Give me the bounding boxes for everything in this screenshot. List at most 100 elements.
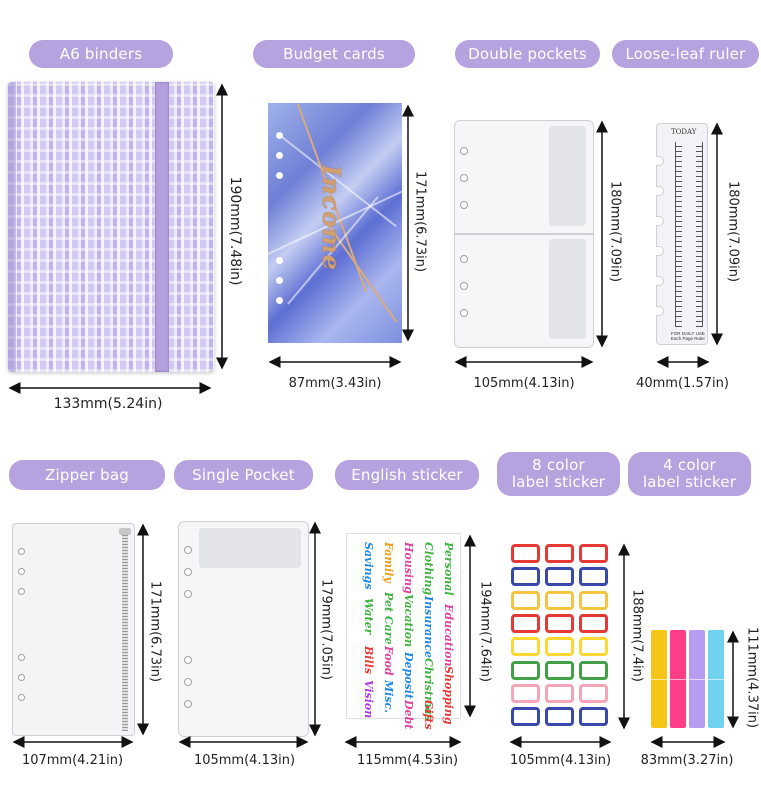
punch-hole	[460, 201, 468, 209]
color-tab-strip	[670, 630, 686, 728]
label-sticker-tab	[511, 683, 540, 703]
title-8-color-line1: 8 color	[532, 456, 585, 474]
color-tab-strip	[689, 630, 705, 728]
zipper-pull	[119, 528, 131, 535]
loose-leaf-ruler-image: TODAY FOR DAILY USE Each Page Ruler	[656, 123, 708, 345]
dim-4color-width: 83mm(3.27in)	[640, 753, 734, 768]
label-sticker-tab	[511, 613, 540, 633]
dim-8color-height: 188mm(7.4in)	[629, 589, 645, 682]
label-sticker-tab	[511, 660, 540, 680]
punch-hole	[276, 277, 283, 284]
dim-zipper-width: 107mm(4.21in)	[21, 753, 124, 768]
ruler-scale	[675, 142, 703, 327]
ruler-today-text: TODAY	[671, 128, 697, 136]
dim-binder-width: 133mm(5.24in)	[53, 396, 163, 412]
label-sticker-tab	[511, 637, 540, 657]
dim-budget-height: 171mm(6.73in)	[412, 170, 428, 273]
dim-ruler-width: 40mm(1.57in)	[636, 376, 729, 391]
label-sticker-tab	[545, 660, 574, 680]
punch-hole	[460, 282, 468, 290]
label-sticker-tab	[579, 660, 608, 680]
title-loose-leaf-ruler: Loose-leaf ruler	[612, 40, 759, 68]
pocket-tab	[549, 126, 586, 226]
label-sticker-tab	[579, 637, 608, 657]
punch-hole	[18, 568, 25, 575]
pocket-tab	[549, 239, 586, 339]
color-tab-strip	[708, 630, 724, 728]
title-a6-binders: A6 binders	[29, 40, 173, 68]
dim-english-width: 115mm(4.53in)	[356, 753, 459, 768]
punch-hole	[184, 568, 192, 576]
punch-hole	[184, 546, 192, 554]
ruler-notch	[656, 306, 664, 316]
budget-card-image: Income	[268, 103, 402, 343]
ruler-scale-ticks	[696, 142, 702, 327]
label-sticker-tab	[579, 613, 608, 633]
punch-hole	[460, 255, 468, 263]
punch-hole	[184, 700, 192, 708]
label-sticker-tab	[545, 707, 574, 727]
dim-single-height: 179mm(7.05in)	[318, 578, 334, 681]
double-pocket-image	[454, 120, 594, 348]
punch-hole	[460, 174, 468, 182]
ruler-notch	[656, 186, 664, 196]
label-sticker-tab	[545, 637, 574, 657]
ruler-notch	[656, 156, 664, 166]
label-sticker-tab	[545, 590, 574, 610]
label-sticker-tab	[579, 683, 608, 703]
label-sticker-tab	[511, 567, 540, 587]
label-sticker-tab	[579, 544, 608, 563]
pocket-divider	[455, 233, 593, 235]
label-sticker-tab	[545, 613, 574, 633]
punch-hole	[18, 588, 25, 595]
punch-hole	[18, 654, 25, 661]
label-sticker-tab	[579, 567, 608, 587]
punch-hole	[276, 297, 283, 304]
english-sticker-image: Personal Education Shopping Clothing Ins…	[346, 533, 461, 730]
ruler-notch	[656, 276, 664, 286]
label-sticker-tab	[511, 590, 540, 610]
binder-spine	[8, 82, 16, 372]
title-8-color-label: 8 color label sticker	[497, 452, 620, 496]
title-single-pocket: Single Pocket	[174, 460, 313, 490]
punch-hole	[18, 694, 25, 701]
label-sticker-tab	[545, 567, 574, 587]
dim-double-height: 180mm(7.09in)	[607, 180, 623, 283]
punch-hole	[276, 257, 283, 264]
ruler-notch	[656, 246, 664, 256]
label-sticker-tab	[545, 683, 574, 703]
binder-elastic-band	[155, 82, 169, 372]
punch-hole	[184, 590, 192, 598]
title-english-sticker: English sticker	[335, 460, 479, 490]
dim-8color-width: 105mm(4.13in)	[509, 753, 612, 768]
title-4-color-line2: label sticker	[642, 473, 737, 491]
title-8-color-line2: label sticker	[511, 473, 606, 491]
color-tab-strip	[651, 630, 667, 728]
punch-hole	[184, 678, 192, 686]
8-color-label-image	[509, 542, 612, 730]
dim-single-width: 105mm(4.13in)	[193, 753, 296, 768]
title-double-pockets: Double pockets	[455, 40, 600, 68]
punch-hole	[18, 674, 25, 681]
label-sticker-tab	[579, 707, 608, 727]
dim-binder-height: 190mm(7.48in)	[227, 176, 243, 286]
dim-zipper-height: 171mm(6.73in)	[147, 580, 163, 683]
zipper-bag-image	[12, 523, 135, 736]
4-color-label-image	[651, 630, 725, 728]
a6-binder-image	[8, 82, 214, 372]
label-sticker-tab	[511, 544, 540, 563]
title-zipper-bag: Zipper bag	[9, 460, 165, 490]
punch-hole	[276, 152, 283, 159]
punch-hole	[184, 656, 192, 664]
label-sticker-tab	[545, 544, 574, 563]
ruler-foot-text: FOR DAILY USE Each Page Ruler	[671, 331, 706, 341]
single-pocket-image	[178, 521, 309, 737]
zipper-track	[122, 528, 128, 731]
dim-budget-width: 87mm(3.43in)	[288, 376, 382, 391]
label-sticker-tab	[579, 590, 608, 610]
title-4-color-label: 4 color label sticker	[628, 452, 751, 496]
punch-hole	[460, 309, 468, 317]
punch-hole	[276, 132, 283, 139]
dim-double-width: 105mm(4.13in)	[473, 376, 575, 391]
